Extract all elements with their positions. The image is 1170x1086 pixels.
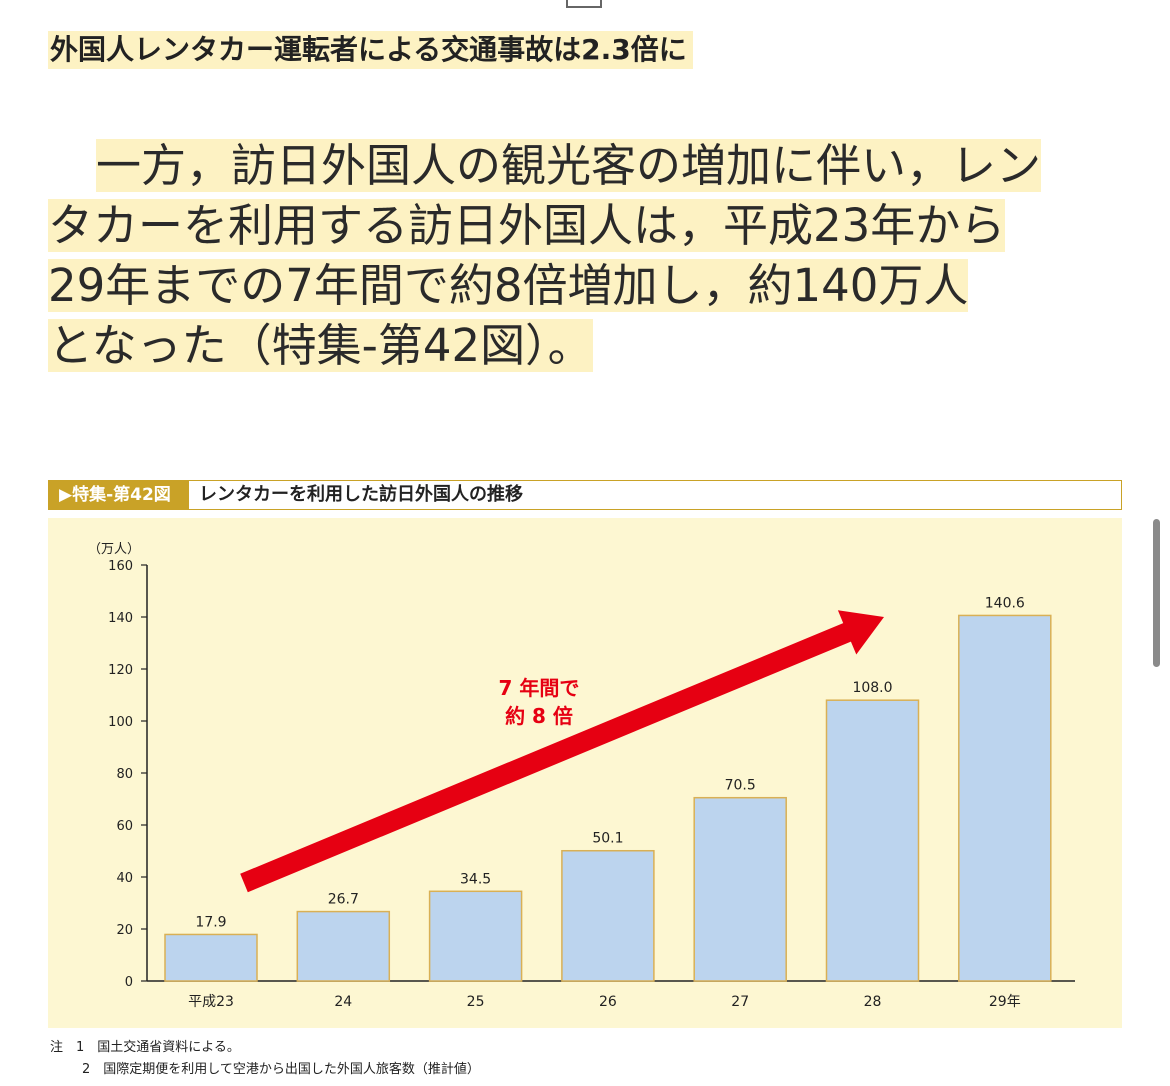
top-frame-icon: [566, 0, 602, 8]
figure-tag: ▶特集-第42図: [49, 481, 189, 509]
note-1: 注 1 国土交通省資料による。: [50, 1040, 240, 1055]
bar-value-label: 50.1: [592, 831, 623, 847]
scrollbar[interactable]: [1153, 519, 1160, 667]
note-2: 2 国際定期便を利用して空港から出国した外国人旅客数（推計値）: [82, 1062, 480, 1077]
bar-value-label: 34.5: [460, 871, 491, 887]
bar: [428, 890, 523, 982]
paragraph-line-4: となった（特集-第42図）。: [48, 319, 593, 372]
paragraph-line-2: タカーを利用する訪日外国人は，平成23年から: [48, 199, 1006, 252]
bar-value-label: 70.5: [725, 778, 756, 794]
bar-value-label: 108.0: [852, 680, 892, 696]
bar: [296, 910, 391, 982]
bar: [164, 933, 258, 982]
bar-value-label: 26.7: [328, 892, 359, 908]
x-tick-label: 29年: [989, 994, 1021, 1010]
y-tick-label: 20: [116, 923, 133, 938]
y-tick-label: 100: [108, 715, 133, 730]
y-tick-label: 0: [125, 975, 133, 990]
y-tick-label: 80: [116, 767, 133, 782]
bar: [561, 849, 655, 982]
y-tick-label: 120: [108, 663, 133, 678]
bar-value-label: 17.9: [195, 914, 226, 930]
figure-title: レンタカーを利用した訪日外国人の推移: [199, 484, 523, 505]
x-tick-label: 25: [467, 994, 485, 1010]
bar: [825, 699, 920, 982]
paragraph-line-3: 29年までの7年間で約8倍増加し，約140万人: [48, 259, 969, 312]
y-tick-label: 140: [108, 611, 133, 626]
annotation-line-1: 7 年間で: [499, 676, 580, 700]
y-tick-label: 160: [108, 559, 133, 574]
figure-header: ▶特集-第42図 レンタカーを利用した訪日外国人の推移: [48, 480, 1122, 510]
bar-value-label: 140.6: [985, 595, 1025, 611]
x-tick-label: 28: [864, 994, 882, 1010]
x-tick-label: 27: [731, 994, 749, 1010]
x-tick-label: 平成23: [188, 994, 234, 1010]
headline: 外国人レンタカー運転者による交通事故は2.3倍に: [48, 31, 693, 69]
bar: [958, 614, 1052, 982]
bar: [693, 796, 787, 982]
x-tick-label: 26: [599, 994, 617, 1010]
x-tick-label: 24: [334, 994, 352, 1010]
y-tick-label: 60: [116, 819, 133, 834]
y-axis-label: （万人）: [88, 542, 140, 557]
y-tick-label: 40: [116, 871, 133, 886]
trend-arrow: [240, 610, 884, 893]
paragraph-line-1: 一方，訪日外国人の観光客の増加に伴い，レン: [96, 139, 1042, 192]
body-paragraph: 一方，訪日外国人の観光客の増加に伴い，レン タカーを利用する訪日外国人は，平成2…: [48, 136, 1110, 376]
annotation-line-2: 約 8 倍: [505, 704, 573, 728]
